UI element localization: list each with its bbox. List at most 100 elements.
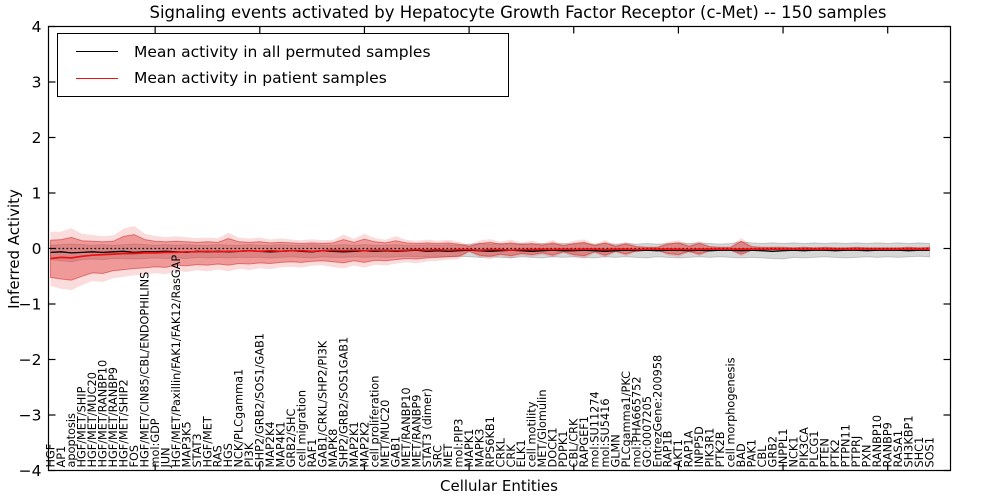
x-category-label: GRB2: [766, 436, 779, 468]
x-category-label: PXN: [861, 444, 874, 467]
x-category-label: RAPGEF1: [578, 416, 591, 468]
x-category-label: CRKL: [494, 437, 507, 467]
x-category-label: BAD: [735, 443, 748, 467]
x-category-label: MAP3K5: [180, 421, 193, 467]
x-category-label: JUN: [159, 447, 172, 468]
x-category-label: GLMN: [609, 434, 622, 467]
y-tick-label: −4: [19, 462, 42, 480]
x-category-label: MAP2K1: [348, 421, 361, 467]
x-category-label: HGF/MET/Paxillin/FAK1/FAK12/RasGAP: [170, 255, 183, 468]
legend-item-patient: Mean activity in patient samples: [58, 69, 508, 87]
x-category-label: CBL: [756, 445, 769, 468]
x-category-label: GAB1: [390, 436, 403, 467]
x-category-label: HGS: [222, 443, 235, 467]
x-category-label: GAB1/CRKL/SHP2/PI3K: [316, 340, 329, 467]
x-category-label: cell motility: [526, 401, 539, 467]
x-category-label: INPPL1: [777, 429, 790, 468]
y-tick-label: −3: [19, 407, 42, 425]
x-category-label: MAP2K2: [358, 421, 371, 467]
x-category-label: SHP2/GRB2/SOS1/GAB1: [254, 333, 267, 467]
y-tick-label: 1: [32, 185, 42, 203]
y-axis-label: Inferred Activity: [5, 189, 23, 309]
legend-item-permuted: Mean activity in all permuted samples: [58, 43, 508, 61]
x-category-label: PI3K: [243, 442, 256, 467]
x-category-label: RAP1B: [662, 431, 675, 468]
x-category-label: PIK3R1: [704, 428, 717, 468]
x-category-label: MAP4K1: [275, 421, 288, 467]
x-category-label: STAT3 (dimer): [421, 388, 434, 467]
legend-label-patient: Mean activity in patient samples: [134, 69, 387, 88]
x-category-label: HGF/MET/RANBP9: [107, 367, 120, 467]
patient-line-sample: [76, 77, 118, 79]
x-category-label: PAK1: [745, 439, 758, 467]
chart-title: Signaling events activated by Hepatocyte…: [149, 3, 887, 22]
x-category-label: CRK: [505, 444, 518, 468]
x-category-label: MAPK8: [327, 429, 340, 468]
y-tick-label: 0: [32, 240, 42, 258]
x-category-label: RAS: [212, 445, 225, 467]
x-category-label: apoptosis: [65, 413, 78, 468]
x-category-label: PDPK1: [557, 431, 570, 468]
x-category-label: cell morphogenesis: [725, 357, 738, 467]
x-category-label: SHC1: [913, 437, 926, 468]
x-category-label: HGF/MET/MUC20: [86, 372, 99, 467]
x-category-label: MAP2K4: [264, 421, 277, 467]
x-category-label: CBL/CRK: [568, 418, 581, 467]
x-category-label: GO:0007205: [641, 396, 654, 468]
x-category-label: mol:SU11274: [588, 391, 601, 467]
x-category-label: SHP2/GRB2/SOS1GAB1: [337, 337, 350, 468]
patient-band-outer: [50, 226, 930, 291]
x-category-label: HGF/MET/SHIP: [76, 386, 89, 467]
x-category-label: MET/Glomulin: [536, 390, 549, 468]
x-category-label: GRB2/SHC: [285, 408, 298, 467]
x-category-label: PTK2: [829, 439, 842, 467]
x-category-label: AP1: [55, 446, 68, 468]
x-category-label: MET/RANBP10: [400, 387, 413, 467]
x-category-label: HGF: [44, 444, 57, 468]
x-category-label: AKT1: [672, 439, 685, 467]
legend: Mean activity in all permuted samples Me…: [57, 33, 509, 97]
y-tick-label: 2: [32, 129, 42, 147]
x-category-label: MET/RANBP9: [411, 395, 424, 468]
x-category-label: ELK1: [515, 439, 528, 467]
x-category-label: cell migration: [295, 390, 308, 468]
x-category-label: mol:PIP3: [452, 418, 465, 467]
x-category-label: mol:PHA665752: [630, 376, 643, 467]
x-category-label: cell proliferation: [369, 376, 382, 468]
x-category-label: PLCgamma1/PKC: [620, 371, 633, 468]
x-category-label: STAT3: [191, 433, 204, 467]
x-category-label: RAP1A: [683, 430, 696, 467]
x-category-label: PLCG1: [808, 431, 821, 468]
x-category-label: RANBP10: [871, 415, 884, 468]
permuted-line-sample: [76, 51, 118, 53]
patient-mean-line: [50, 248, 930, 260]
x-category-label: MAPK3: [473, 429, 486, 468]
x-category-label: MET: [442, 444, 455, 468]
x-category-label: NCK1: [787, 437, 800, 468]
x-category-label: RASA1: [892, 430, 905, 467]
x-category-label: NCK/PLCgamma1: [233, 369, 246, 468]
x-category-label: RAF1: [306, 439, 319, 468]
x-category-label: RANBP9: [882, 422, 895, 467]
x-category-label: MET/MUC20: [379, 400, 392, 468]
x-category-label: HGF/MET/RANBP10: [97, 360, 110, 468]
x-category-label: INPP5D: [693, 426, 706, 468]
x-category-label: HGF/MET/CIN85/CBL/ENDOPHILINS: [138, 272, 151, 468]
y-tick-label: −2: [19, 351, 42, 369]
y-tick-label: 3: [32, 74, 42, 92]
x-category-label: EntrezGene:200958: [651, 355, 664, 468]
x-category-label: RPS6KB1: [484, 416, 497, 467]
x-category-label: mol:SU5416: [599, 398, 612, 467]
x-category-label: PTEN: [819, 438, 832, 467]
y-tick-label: −1: [19, 296, 42, 314]
x-category-label: PTPN11: [840, 424, 853, 467]
x-category-label: PTK2B: [714, 431, 727, 467]
y-tick-label: 4: [32, 18, 42, 36]
x-category-label: PTPRJ: [850, 436, 863, 468]
x-category-label: SRC: [432, 445, 445, 467]
x-category-label: HGF/MET: [201, 416, 214, 467]
x-category-label: HGF/MET/SHIP2: [118, 379, 131, 467]
x-category-label: MAPK1: [463, 429, 476, 468]
